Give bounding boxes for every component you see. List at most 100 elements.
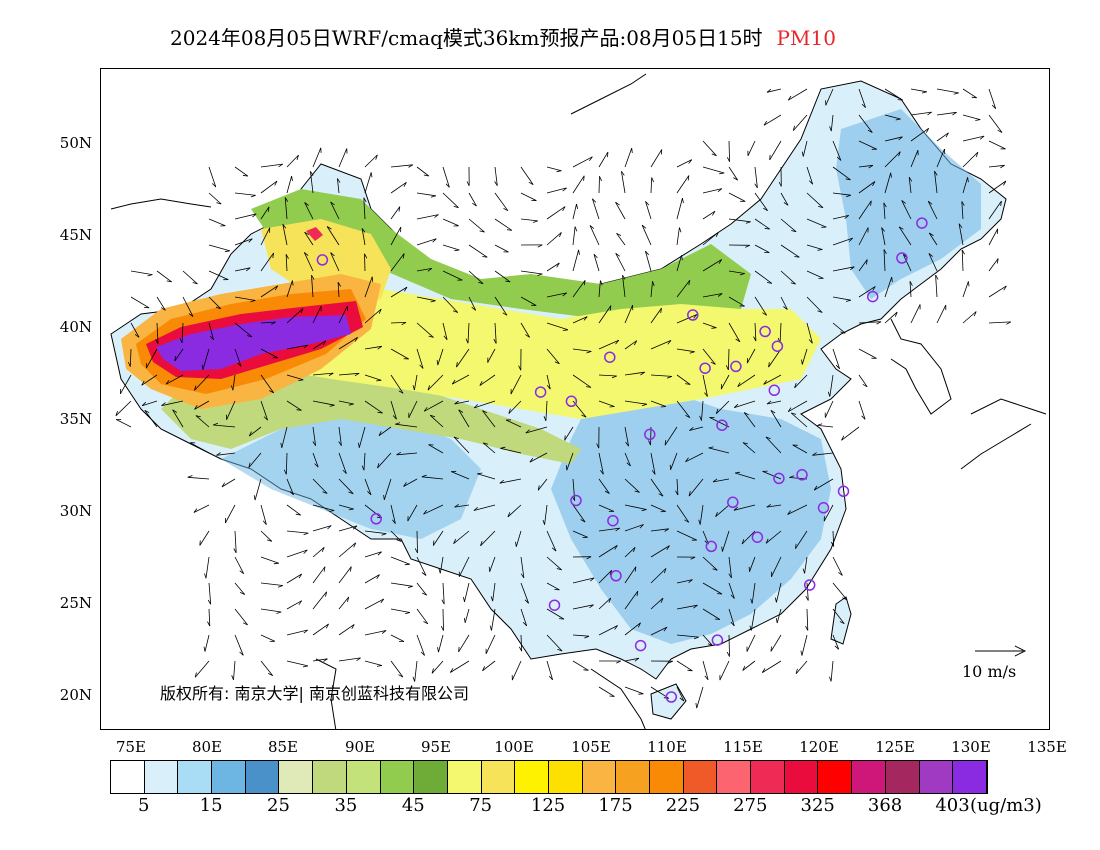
wind-vector-head xyxy=(528,181,534,185)
wind-vector xyxy=(832,322,846,334)
wind-vector-head xyxy=(688,579,693,584)
wind-vector xyxy=(468,218,485,233)
wind-vector-head xyxy=(1003,285,1007,291)
wind-vector xyxy=(364,172,372,194)
wind-vector xyxy=(988,88,997,109)
wind-vector xyxy=(361,228,366,246)
wind-vector-head xyxy=(695,703,698,709)
wind-vector xyxy=(546,292,567,298)
wind-vector-head xyxy=(634,657,640,662)
wind-vector xyxy=(832,140,842,161)
wind-vector-head xyxy=(161,402,166,407)
station-marker xyxy=(665,691,678,703)
wind-vector xyxy=(281,426,288,448)
wind-vector-head xyxy=(975,119,981,121)
wind-vector xyxy=(598,400,615,407)
wind-vector xyxy=(988,321,1011,324)
wind-vector-head xyxy=(710,361,716,365)
wind-vector-head xyxy=(817,249,823,251)
wind-vector-head xyxy=(285,254,289,259)
wind-vector-head xyxy=(850,266,855,271)
wind-vector-head xyxy=(239,651,244,656)
wind-vector-head xyxy=(615,527,621,532)
wind-vector xyxy=(589,225,600,246)
wind-vector xyxy=(286,504,301,516)
wind-vector xyxy=(762,471,782,480)
wind-vector xyxy=(936,88,959,94)
wind-vector xyxy=(702,556,718,571)
wind-vector xyxy=(832,166,851,181)
wind-vector xyxy=(468,296,477,311)
wind-vector-head xyxy=(557,648,563,652)
wind-vector xyxy=(676,530,697,541)
wind-vector-head xyxy=(679,227,682,233)
wind-vector xyxy=(746,348,756,364)
wind-vector-head xyxy=(770,409,776,414)
wind-vector xyxy=(728,582,735,599)
wind-vector xyxy=(452,374,470,385)
wind-vector-head xyxy=(801,151,804,157)
wind-vector-head xyxy=(707,643,713,647)
wind-vector xyxy=(572,660,589,671)
wind-vector-head xyxy=(326,226,332,230)
wind-vector xyxy=(702,259,722,272)
wind-vector-head xyxy=(330,201,335,206)
wind-vector xyxy=(701,400,704,421)
wind-vector xyxy=(390,348,409,360)
wind-vector-head xyxy=(144,410,150,414)
wind-vector-head xyxy=(883,202,887,208)
wind-vector-head xyxy=(679,697,685,702)
wind-vector xyxy=(437,348,444,366)
wind-vector-head xyxy=(834,645,839,650)
wind-vector xyxy=(416,268,432,272)
wind-vector xyxy=(572,249,579,272)
wind-vector-head xyxy=(775,618,778,624)
wind-vector xyxy=(858,181,876,194)
wind-vector-head xyxy=(500,446,506,449)
wind-vector-head xyxy=(783,202,789,206)
wind-vector-head xyxy=(201,364,204,370)
wind-vector xyxy=(338,624,355,636)
wind-vector xyxy=(312,525,332,532)
colorbar-cell xyxy=(751,761,785,793)
wind-vector xyxy=(424,400,444,412)
wind-vector-head xyxy=(730,621,735,627)
wind-vector-head xyxy=(794,256,800,258)
wind-vector xyxy=(908,177,912,194)
wind-vector xyxy=(383,478,392,501)
wind-vector xyxy=(624,622,641,636)
wind-vector xyxy=(429,415,444,428)
wind-vector-head xyxy=(212,183,217,188)
wind-vector-head xyxy=(371,276,374,282)
wind-vector xyxy=(709,417,730,428)
wind-vector xyxy=(728,296,745,307)
wind-vector xyxy=(898,226,912,246)
wind-vector xyxy=(624,524,644,532)
wind-vector xyxy=(650,478,664,497)
wind-vector-head xyxy=(733,506,738,511)
wind-vector xyxy=(312,591,327,610)
wind-vector-head xyxy=(660,597,664,603)
wind-vector xyxy=(260,582,283,586)
wind-vector-head xyxy=(252,213,257,218)
station-marker xyxy=(916,217,928,229)
wind-vector xyxy=(765,530,782,544)
wind-vector-head xyxy=(1000,201,1002,207)
wind-vector xyxy=(450,660,470,673)
lat-label-30: 30N xyxy=(59,502,92,520)
wind-vector-head xyxy=(675,490,679,496)
wind-vector xyxy=(624,566,637,584)
wind-vector-head xyxy=(482,256,488,258)
wind-vector-head xyxy=(688,159,693,164)
wind-vector-head xyxy=(744,412,749,416)
wind-vector xyxy=(754,296,768,316)
wind-vector-head xyxy=(216,202,222,205)
wind-vector-head xyxy=(766,400,772,405)
wind-vector xyxy=(770,410,782,428)
wind-vector-head xyxy=(636,591,639,597)
wind-vector xyxy=(232,374,236,391)
wind-vector-head xyxy=(314,463,319,468)
wind-vector xyxy=(234,322,253,338)
wind-vector-head xyxy=(556,170,562,173)
wind-vector-head xyxy=(844,215,849,219)
